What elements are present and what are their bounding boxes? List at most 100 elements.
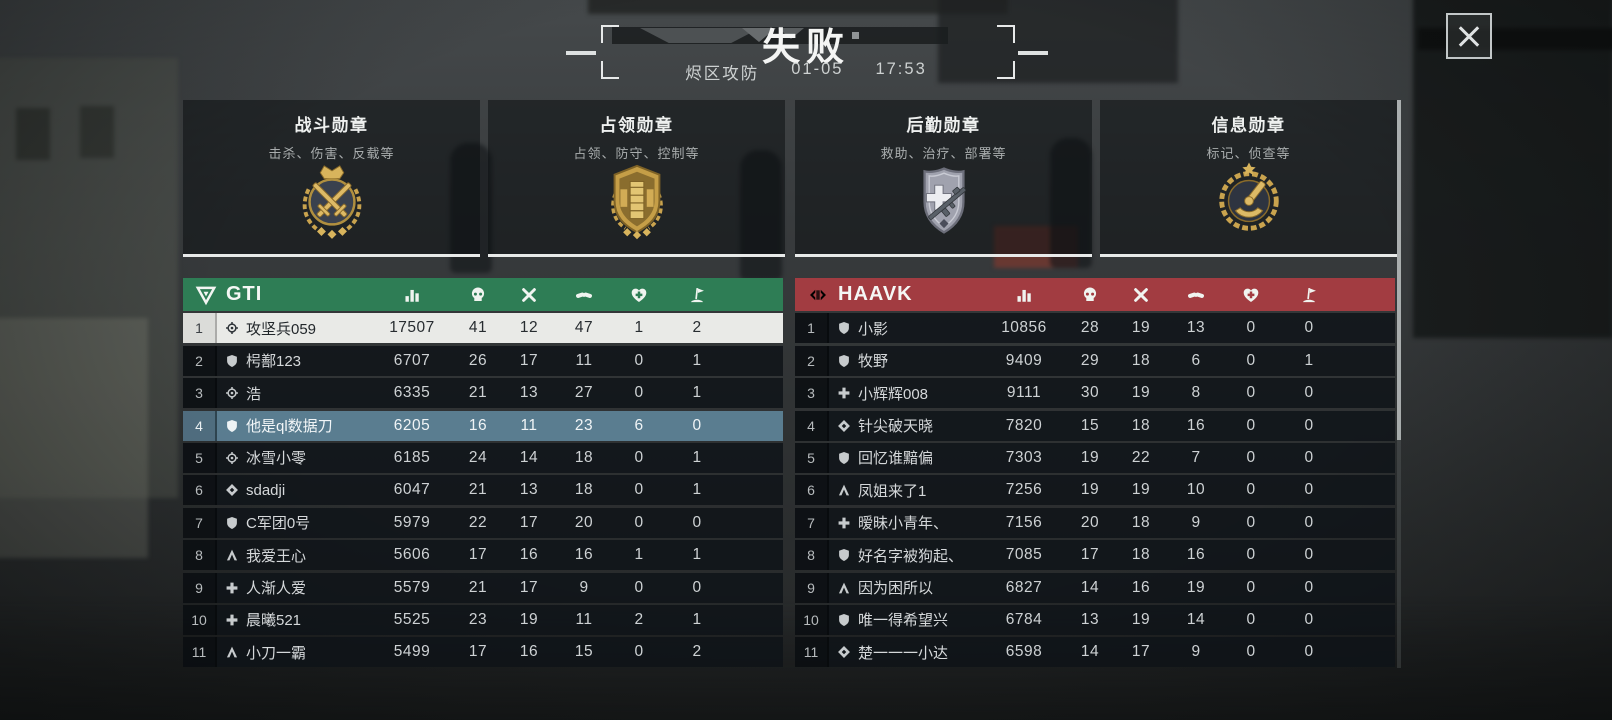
player-rank: 11	[183, 637, 217, 668]
player-name: 我爱王心	[246, 547, 307, 565]
player-row[interactable]: 1 攻坚兵059 17507 41 12 47 1 2	[183, 313, 783, 344]
player-revives: 0	[1246, 513, 1256, 531]
header-bracket-bottom-left	[601, 61, 619, 79]
player-kills: 29	[1080, 351, 1100, 369]
medal-subtitle: 标记、侦查等	[1206, 146, 1291, 161]
class-icon-shield	[837, 548, 851, 562]
player-row[interactable]: 8 我爱王心 5606 17 16 16 1 1	[183, 540, 783, 571]
player-row[interactable]: 2 枵鄯123 6707 26 17 11 0 1	[183, 345, 783, 376]
player-row[interactable]: 11 小刀一霸 5499 17 16 15 0 2	[183, 637, 783, 668]
player-score: 6827	[1005, 578, 1043, 596]
player-row[interactable]: 6 凤姐来了1 7256 19 19 10 0 0	[795, 475, 1395, 506]
player-row[interactable]: 8 好名字被狗起、 7085 17 18 16 0 0	[795, 540, 1395, 571]
player-captures: 1	[692, 351, 702, 369]
captures-column-icon	[1277, 286, 1341, 304]
player-rank: 5	[795, 442, 829, 473]
player-score: 6784	[1005, 610, 1043, 628]
match-time: 17:53	[875, 60, 927, 78]
background-window	[16, 108, 50, 160]
player-assists: 27	[574, 384, 594, 402]
player-row[interactable]: 1 小影 10856 28 19 13 0 0	[795, 313, 1395, 344]
header-bracket-top-left	[601, 25, 619, 43]
class-icon-shield	[837, 354, 851, 368]
player-row[interactable]: 4 针尖破天晓 7820 15 18 16 0 0	[795, 410, 1395, 441]
player-row[interactable]: 10 晨曦521 5525 23 19 11 2 1	[183, 604, 783, 635]
match-result-title: 失败	[761, 27, 850, 69]
player-name-cell: 回忆谁黯偏	[829, 447, 983, 468]
class-icon-shield	[837, 613, 851, 627]
player-name-cell: 人渐人爱	[217, 577, 371, 598]
player-row[interactable]: 2 牧野 9409 29 18 6 0 1	[795, 345, 1395, 376]
player-name-cell: 小刀一霸	[217, 642, 371, 663]
player-deaths: 14	[519, 448, 539, 466]
player-assists: 10	[1186, 481, 1206, 499]
player-rank: 10	[183, 604, 217, 635]
player-row[interactable]: 5 回忆谁黯偏 7303 19 22 7 0 0	[795, 442, 1395, 473]
player-row[interactable]: 4 他是ql数据刀 6205 16 11 23 6 0	[183, 410, 783, 441]
player-kills: 30	[1080, 384, 1100, 402]
revives-column-icon	[1225, 286, 1277, 304]
player-revives: 0	[634, 351, 644, 369]
player-row[interactable]: 9 因为困所以 6827 14 16 19 0 0	[795, 572, 1395, 603]
player-row[interactable]: 7 C军团0号 5979 22 17 20 0 0	[183, 507, 783, 538]
player-row[interactable]: 6 sdadji 6047 21 13 18 0 1	[183, 475, 783, 506]
player-kills: 19	[1080, 481, 1100, 499]
player-name: 冰雪小零	[246, 450, 307, 468]
player-score: 5579	[393, 578, 431, 596]
class-icon-chevron	[837, 581, 851, 595]
player-captures: 0	[692, 513, 702, 531]
player-name: sdadji	[246, 481, 286, 499]
player-row[interactable]: 5 冰雪小零 6185 24 14 18 0 1	[183, 442, 783, 473]
player-deaths: 18	[1131, 351, 1151, 369]
player-name: 牧野	[858, 353, 889, 371]
class-icon-shield	[225, 419, 239, 433]
player-captures: 0	[1304, 546, 1314, 564]
player-name: 他是ql数据刀	[246, 418, 333, 436]
close-button[interactable]	[1446, 13, 1492, 59]
player-row[interactable]: 10 唯一得希望兴 6784 13 19 14 0 0	[795, 604, 1395, 635]
player-revives: 0	[634, 384, 644, 402]
player-row[interactable]: 9 人渐人爱 5579 21 17 9 0 0	[183, 572, 783, 603]
background-window	[80, 106, 114, 158]
player-name-cell: 因为困所以	[829, 577, 983, 598]
player-name: 暧昧小青年、	[858, 515, 949, 533]
player-row[interactable]: 11 楚一一一小达 6598 14 17 9 0 0	[795, 637, 1395, 668]
player-name: 枵鄯123	[246, 353, 302, 371]
player-name-cell: 唯一得希望兴	[829, 609, 983, 630]
scrollbar[interactable]	[1397, 100, 1401, 668]
player-score: 9111	[1006, 384, 1042, 402]
player-deaths: 19	[1131, 319, 1151, 337]
player-rank: 6	[183, 475, 217, 506]
haavk-faction-icon	[807, 284, 829, 306]
class-icon-cross	[225, 613, 239, 627]
stats-icon	[403, 286, 421, 304]
player-name: 小辉辉008	[858, 385, 929, 403]
player-revives: 0	[634, 513, 644, 531]
player-captures: 0	[1304, 319, 1314, 337]
player-score: 7085	[1005, 546, 1043, 564]
player-kills: 21	[468, 578, 488, 596]
player-captures: 1	[692, 546, 702, 564]
player-score: 6047	[393, 481, 431, 499]
header-bracket-top-right	[997, 25, 1015, 43]
player-revives: 0	[1246, 416, 1256, 434]
player-rank: 1	[795, 313, 829, 344]
player-row[interactable]: 7 暧昧小青年、 7156 20 18 9 0 0	[795, 507, 1395, 538]
player-row[interactable]: 3 小辉辉008 9111 30 19 8 0 0	[795, 378, 1395, 409]
player-rank: 2	[183, 345, 217, 376]
player-kills: 16	[468, 416, 488, 434]
player-name-cell: 枵鄯123	[217, 350, 371, 371]
player-assists: 6	[1191, 351, 1201, 369]
player-revives: 0	[1246, 448, 1256, 466]
player-rank: 9	[795, 572, 829, 603]
player-row[interactable]: 3 浩 6335 21 13 27 0 1	[183, 378, 783, 409]
deaths-column-icon	[1115, 286, 1167, 304]
player-assists: 14	[1186, 610, 1206, 628]
class-icon-cross	[225, 581, 239, 595]
player-name: 唯一得希望兴	[858, 612, 949, 630]
player-deaths: 19	[1131, 384, 1151, 402]
player-assists: 9	[1191, 643, 1201, 661]
player-name: 凤姐来了1	[858, 482, 927, 500]
scrollbar-thumb[interactable]	[1397, 100, 1401, 440]
kills-column-icon	[453, 286, 503, 304]
